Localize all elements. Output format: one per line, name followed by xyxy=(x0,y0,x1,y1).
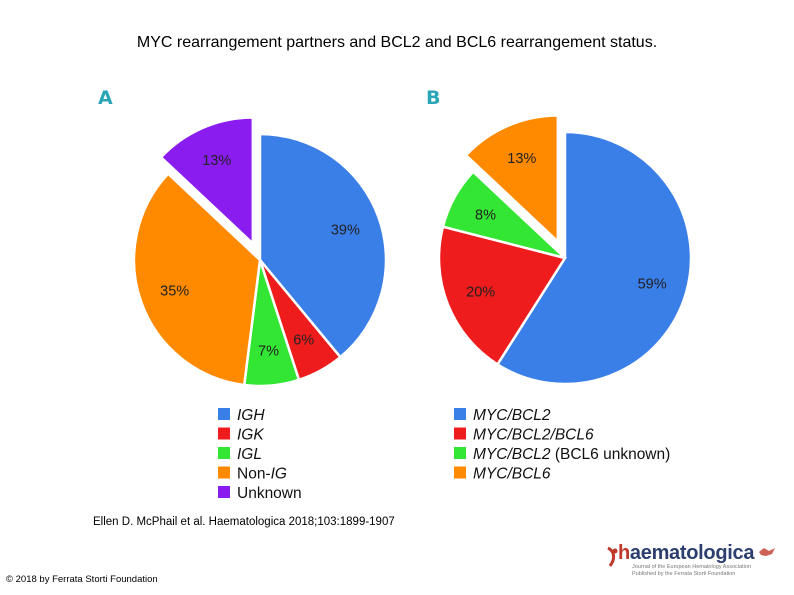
slice-label-unknown: 13% xyxy=(202,153,231,169)
slice-label-myc-bcl2-bcl6: 20% xyxy=(466,284,495,300)
slice-label-non-ig: 35% xyxy=(160,284,189,300)
slice-label-myc-bcl6: 13% xyxy=(507,151,536,167)
legend-swatch xyxy=(454,408,466,420)
legend-item: MYC/BCL2 xyxy=(473,407,551,424)
slice-label-myc-bcl2: 59% xyxy=(638,276,667,292)
legend-item: Non-IG xyxy=(237,466,287,483)
legend-swatch xyxy=(218,466,230,479)
panel-letter-a: A xyxy=(98,87,113,109)
legend-a: IGH IGK IGL Non-IG Unknown xyxy=(218,407,302,502)
legend-swatch xyxy=(218,408,230,420)
legend-item: MYC/BCL2 (BCL6 unknown) xyxy=(473,446,670,463)
society-emblem-icon xyxy=(759,548,775,556)
citation: Ellen D. McPhail et al. Haematologica 20… xyxy=(93,516,395,528)
legend-swatch xyxy=(218,486,230,498)
legend-item: MYC/BCL2/BCL6 xyxy=(473,427,594,444)
pie-slice-igh xyxy=(258,132,388,359)
legend-item: MYC/BCL6 xyxy=(473,466,551,483)
legend-item: IGH xyxy=(237,407,265,424)
legend-swatch xyxy=(218,427,230,440)
slice-label-igl: 7% xyxy=(258,343,279,359)
legend-item: IGK xyxy=(237,427,264,444)
pie-slice-non-ig xyxy=(132,171,262,387)
legend-swatch xyxy=(454,447,466,459)
legend-swatch xyxy=(454,466,466,479)
panel-letter-b: B xyxy=(426,87,440,109)
pie-slice-myc-bcl6 xyxy=(464,114,560,245)
slice-label-igk: 6% xyxy=(293,332,314,348)
legend-item: IGL xyxy=(237,446,262,463)
slice-label-myc-bcl2-bcl6-unknown: 8% xyxy=(475,207,496,223)
figure-title: MYC rearrangement partners and BCL2 and … xyxy=(136,34,658,51)
journal-mark-icon xyxy=(607,546,618,567)
logo-subtitle: Journal of the European Hematology Assoc… xyxy=(632,564,751,577)
pie-chart-b: B59%20%8%13%MYC/BCL2MYC/BCL2/BCL6MYC/BCL… xyxy=(426,87,693,483)
pie-slice-myc-bcl2 xyxy=(495,130,693,386)
legend-swatch xyxy=(218,447,230,459)
copyright: © 2018 by Ferrata Storti Foundation xyxy=(6,574,158,585)
legend-b: MYC/BCL2 MYC/BCL2/BCL6 MYC/BCL2 (BCL6 unkn… xyxy=(454,407,670,483)
legend-swatch xyxy=(454,427,466,440)
pie-slice-myc-bcl2-bcl6 xyxy=(437,225,567,367)
legend-item: Unknown xyxy=(237,485,302,502)
pie-chart-a: A 39% 6% 7% 35% 13% IGH IGK IGL Non-IG Unknown xyxy=(98,87,388,502)
slice-label-igh: 39% xyxy=(331,222,360,238)
haematologica-logo: haematologica Journal of the European He… xyxy=(604,540,784,580)
logo-wordmark: haematologica xyxy=(618,542,755,564)
pie-slice-unknown xyxy=(159,116,255,247)
pie-slice-myc-bcl2-bcl6-unknown xyxy=(441,169,566,260)
